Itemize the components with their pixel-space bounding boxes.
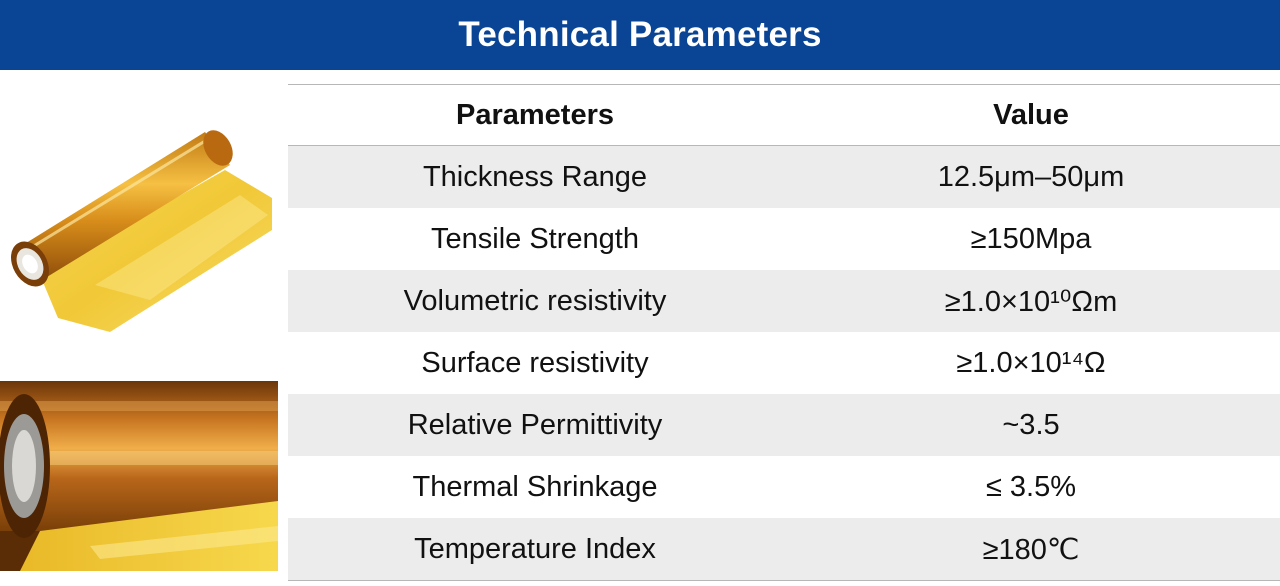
table-row: Surface resistivity ≥1.0×10¹⁴Ω — [288, 332, 1280, 394]
parameter-name: Thermal Shrinkage — [412, 470, 658, 503]
title-banner: Technical Parameters — [0, 0, 1280, 70]
table-row: Temperature Index ≥180℃ — [288, 518, 1280, 581]
page-title: Technical Parameters — [458, 15, 822, 54]
column-header-value: Value — [993, 98, 1069, 131]
technical-parameters-table: Parameters Value Thickness Range 12.5μm–… — [288, 84, 1280, 581]
table-row: Tensile Strength ≥150Mpa — [288, 208, 1280, 270]
parameter-name: Volumetric resistivity — [403, 284, 667, 317]
film-roll-photo-closeup — [0, 381, 278, 571]
parameter-value: ≥180℃ — [982, 533, 1080, 566]
parameter-value: ≥1.0×10¹⁴Ω — [956, 346, 1106, 379]
table-row: Thermal Shrinkage ≤ 3.5% — [288, 456, 1280, 518]
parameter-name: Thickness Range — [422, 160, 648, 193]
table-row: Thickness Range 12.5μm–50μm — [288, 146, 1280, 208]
table-row: Relative Permittivity ~3.5 — [288, 394, 1280, 456]
parameter-value: ≥1.0×10¹⁰Ωm — [944, 285, 1118, 318]
table-row: Volumetric resistivity ≥1.0×10¹⁰Ωm — [288, 270, 1280, 332]
parameter-value: ≤ 3.5% — [985, 470, 1077, 503]
parameter-value: 12.5μm–50μm — [937, 160, 1125, 193]
parameter-name: Temperature Index — [414, 532, 656, 565]
parameter-value: ≥150Mpa — [970, 222, 1092, 255]
column-header-parameters: Parameters — [456, 98, 614, 131]
parameter-name: Surface resistivity — [421, 346, 649, 379]
parameter-name: Tensile Strength — [431, 222, 639, 255]
film-roll-photo-unrolled — [11, 130, 272, 332]
table-header-row: Parameters Value — [288, 85, 1280, 146]
parameter-value: ~3.5 — [1002, 408, 1060, 441]
parameter-name: Relative Permittivity — [407, 408, 663, 441]
